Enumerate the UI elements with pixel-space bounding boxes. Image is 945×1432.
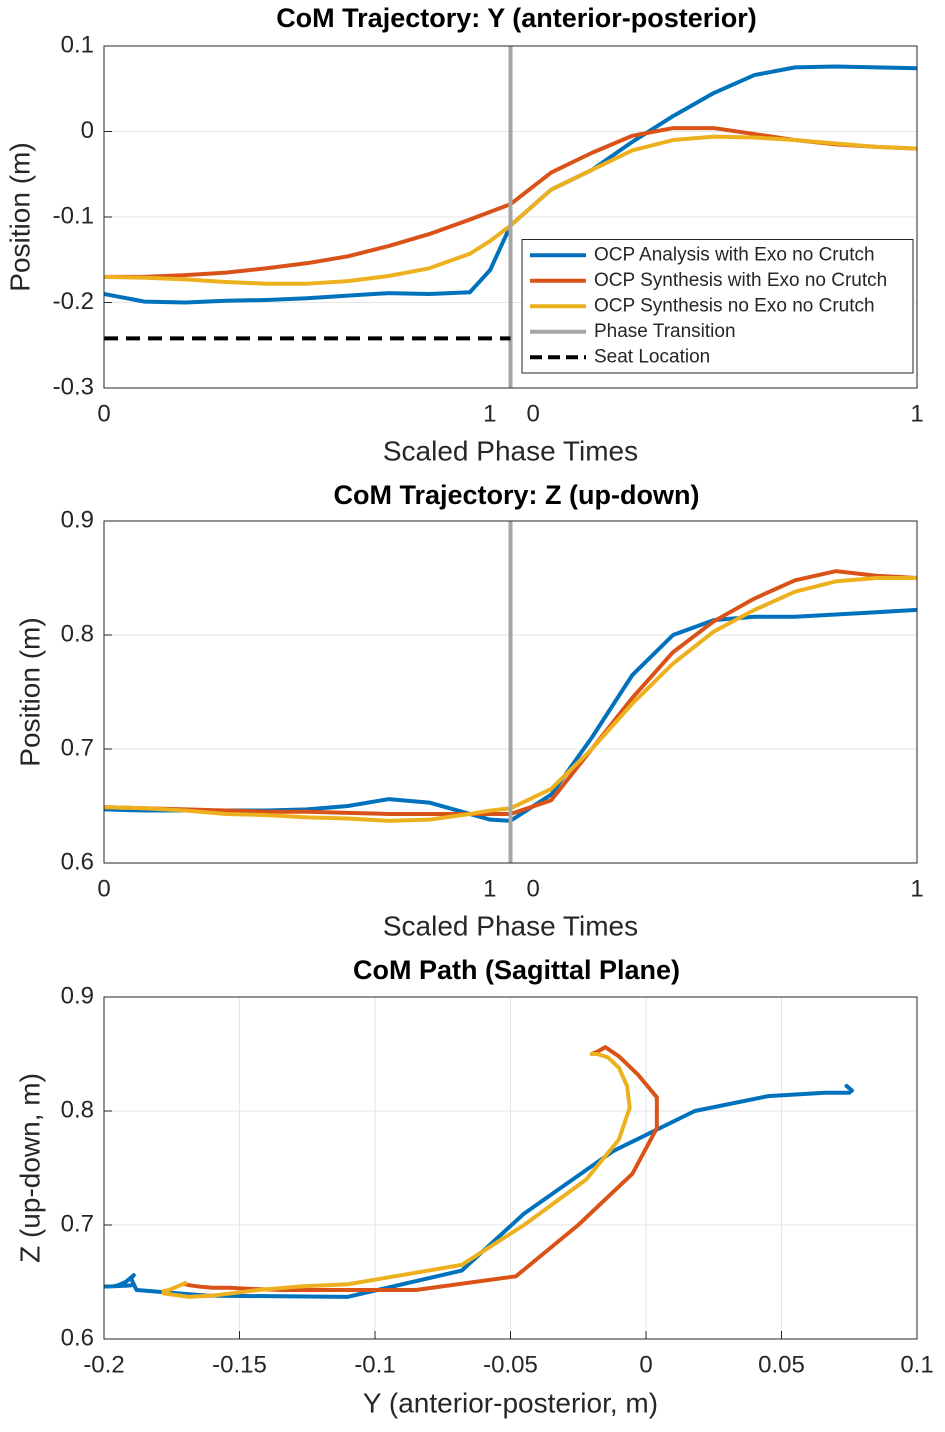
- x-tick-label: -0.1: [354, 1351, 395, 1378]
- x-tick-label: 1: [910, 400, 923, 427]
- subplot: 0.6 0.7 0.8 0.9 0 1 0 1 CoM Trajectory: Z (up-do…: [14, 480, 923, 941]
- chart-title: CoM Trajectory: Y (anterior-posterior): [276, 3, 757, 33]
- axes-box: [103, 996, 918, 1340]
- x-tick-label: 0: [97, 875, 110, 902]
- x-tick-label: -0.15: [212, 1351, 267, 1378]
- x-tick-label: 1: [483, 400, 496, 427]
- y-tick-label: 0.7: [61, 1210, 94, 1237]
- x-tick-label: -0.2: [83, 1351, 124, 1378]
- x-tick-label: 0.05: [758, 1351, 805, 1378]
- series-line: [104, 576, 917, 823]
- series-line: [104, 64, 917, 305]
- legend-box: [521, 239, 914, 374]
- series-line: [104, 569, 917, 816]
- legend-label: OCP Synthesis with Exo no Crutch: [594, 270, 887, 291]
- y-tick-label: 0.9: [61, 506, 94, 533]
- legend-label: Seat Location: [594, 346, 710, 367]
- y-axis-label: Position (m): [14, 617, 45, 766]
- x-tick-label: 0: [639, 1351, 652, 1378]
- x-axis-label: Scaled Phase Times: [383, 910, 638, 941]
- y-tick-label: 0.6: [61, 1324, 94, 1351]
- series-line: [161, 1052, 632, 1299]
- legend-label: OCP Synthesis no Exo no Crutch: [594, 295, 875, 316]
- y-tick-label: 0.9: [61, 982, 94, 1009]
- y-tick-label: 0: [81, 117, 94, 144]
- x-tick-label: 0: [527, 400, 540, 427]
- series-line: [104, 134, 917, 286]
- y-tick-label: 0.7: [61, 734, 94, 761]
- series-line: [183, 1045, 659, 1292]
- y-axis-label: Z (up-down, m): [14, 1073, 45, 1263]
- y-tick-label: -0.1: [53, 202, 94, 229]
- series-line: [104, 1083, 854, 1299]
- legend: OCP Analysis with Exo no Crutch OCP Synth…: [521, 239, 914, 374]
- x-axis-label: Y (anterior-posterior, m): [363, 1387, 658, 1418]
- x-tick-label: -0.05: [483, 1351, 538, 1378]
- y-tick-label: -0.2: [53, 288, 94, 315]
- axes-box: [103, 45, 918, 389]
- x-tick-label: 0.1: [900, 1351, 933, 1378]
- y-tick-label: 0.1: [61, 31, 94, 58]
- y-tick-label: -0.3: [53, 373, 94, 400]
- axes-box: [103, 520, 918, 864]
- subplot: 0.6 0.7 0.8 0.9 -0.2 -0.15 -0.1 -0.05 0 0.05 0.1 Co…: [14, 955, 933, 1418]
- chart-title: CoM Path (Sagittal Plane): [353, 955, 680, 985]
- y-tick-label: 0.6: [61, 848, 94, 875]
- subplot: -0.3 -0.2 -0.1 0 0.1 0 1 0 1 CoM Trajectory: Y (a…: [4, 3, 923, 466]
- x-tick-label: 1: [910, 875, 923, 902]
- y-axis-label: Position (m): [4, 142, 35, 291]
- x-tick-label: 0: [97, 400, 110, 427]
- chart-title: CoM Trajectory: Z (up-down): [334, 480, 700, 510]
- legend-label: OCP Analysis with Exo no Crutch: [594, 244, 875, 265]
- x-tick-label: 0: [527, 875, 540, 902]
- x-axis-label: Scaled Phase Times: [383, 435, 638, 466]
- y-tick-label: 0.8: [61, 1096, 94, 1123]
- legend-label: Phase Transition: [594, 321, 736, 342]
- y-tick-label: 0.8: [61, 620, 94, 647]
- x-tick-label: 1: [483, 875, 496, 902]
